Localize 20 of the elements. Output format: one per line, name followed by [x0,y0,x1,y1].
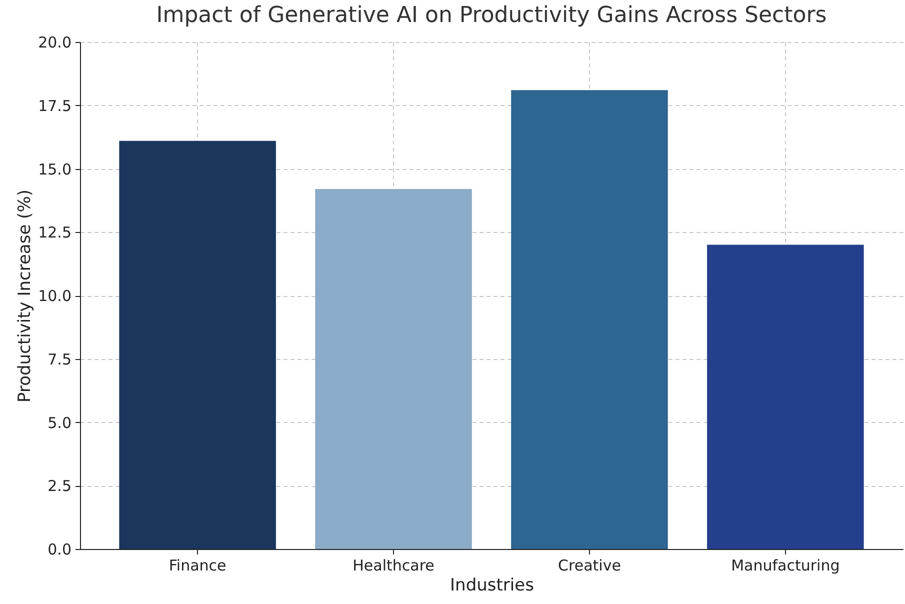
y-tick-label: 15.0 [38,160,72,178]
bar [315,189,472,549]
x-tick-label: Creative [558,556,621,574]
y-axis-title: Productivity Increase (%) [15,190,36,402]
x-tick-label: Finance [168,556,226,574]
y-tick-label: 12.5 [38,224,72,242]
y-tick-label: 5.0 [48,414,72,432]
y-tick-label: 17.5 [38,96,72,115]
y-tick-label: 0.0 [48,540,72,558]
x-axis-title: Industries [450,576,534,596]
y-tick-label: 2.5 [48,477,72,496]
bar [119,140,276,549]
bar [511,90,668,549]
y-tick-label: 20.0 [38,34,72,52]
x-tick-label: Healthcare [352,556,434,574]
y-tick-label: 10.0 [38,287,72,305]
x-tick-label: Manufacturing [731,556,840,574]
bar [707,244,864,549]
chart-title: Impact of Generative AI on Productivity Gains Across Sectors [156,3,827,28]
y-tick-label: 7.5 [48,350,72,368]
